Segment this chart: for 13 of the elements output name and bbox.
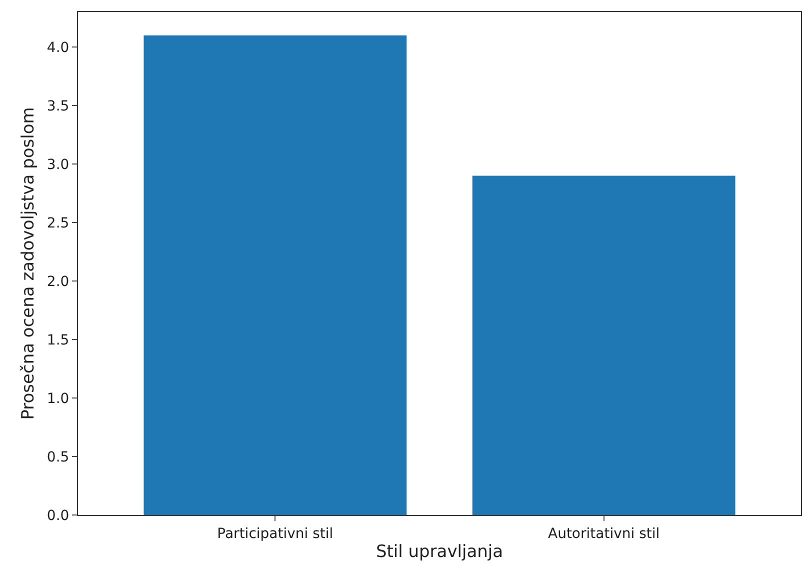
y-tick-label: 0.5 bbox=[46, 449, 70, 466]
x-axis-title: Stil upravljanja bbox=[376, 542, 504, 562]
y-tick-label: 4.0 bbox=[46, 40, 70, 56]
y-tick-label: 1.5 bbox=[46, 332, 70, 348]
x-tick-label: Autoritativni stil bbox=[548, 526, 660, 542]
y-axis-title: Prosečna ocena zadovoljstva poslom bbox=[18, 107, 38, 420]
y-tick-label: 2.0 bbox=[46, 274, 70, 290]
y-tick-label: 0.0 bbox=[46, 508, 70, 524]
y-tick-label: 1.0 bbox=[46, 390, 70, 407]
y-tick-label: 2.5 bbox=[46, 215, 70, 232]
y-tick-label: 3.0 bbox=[46, 156, 70, 173]
x-tick-label: Participativni stil bbox=[217, 526, 334, 542]
y-tick-label: 3.5 bbox=[46, 98, 70, 114]
